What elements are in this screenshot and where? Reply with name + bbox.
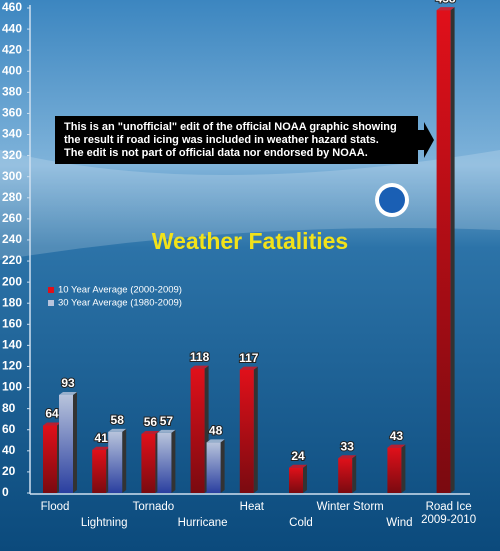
value-label: 93 bbox=[61, 376, 75, 390]
y-tick-label: 400 bbox=[2, 63, 22, 77]
bar-side bbox=[122, 428, 127, 493]
value-label: 118 bbox=[190, 350, 210, 364]
bar-top bbox=[206, 439, 225, 443]
annotation-arrow bbox=[418, 122, 434, 158]
bar-top bbox=[141, 430, 160, 434]
x-tick-label: Cold bbox=[289, 517, 313, 529]
bar bbox=[206, 442, 221, 493]
bar-side bbox=[73, 391, 77, 493]
x-tick-label: Wind bbox=[386, 517, 412, 529]
bar-top bbox=[338, 455, 357, 459]
value-label: 58 bbox=[111, 413, 125, 427]
value-label: 24 bbox=[291, 449, 305, 463]
bar-side bbox=[352, 455, 357, 493]
value-label: 458 bbox=[436, 0, 456, 5]
bar-top bbox=[239, 366, 258, 370]
x-tick-label: Hurricane bbox=[178, 517, 228, 529]
legend-label: 10 Year Average (2000-2009) bbox=[58, 285, 182, 296]
annotation-line: The edit is not part of official data no… bbox=[64, 147, 368, 159]
y-tick-label: 20 bbox=[2, 464, 16, 478]
value-label: 43 bbox=[390, 429, 404, 443]
bar bbox=[387, 447, 402, 493]
annotation-box bbox=[55, 116, 418, 164]
value-label: 41 bbox=[95, 431, 109, 445]
bar bbox=[157, 432, 172, 493]
y-tick-label: 220 bbox=[2, 253, 22, 267]
bar-top bbox=[289, 464, 307, 468]
y-tick-label: 320 bbox=[2, 148, 22, 162]
bar-top bbox=[59, 391, 77, 395]
bar bbox=[59, 394, 73, 493]
bar-top bbox=[92, 446, 111, 450]
y-tick-label: 80 bbox=[2, 401, 16, 415]
bar-side bbox=[220, 439, 225, 493]
y-tick-label: 120 bbox=[2, 359, 22, 373]
bar-top bbox=[436, 7, 455, 11]
y-tick-label: 100 bbox=[2, 380, 22, 394]
bar bbox=[289, 467, 303, 493]
bar-top bbox=[387, 444, 406, 448]
bar-side bbox=[171, 429, 176, 493]
y-tick-label: 300 bbox=[2, 169, 22, 183]
legend-label: 30 Year Average (1980-2009) bbox=[58, 298, 182, 309]
x-tick-label: Road Ice 2009-2010 bbox=[421, 501, 476, 526]
value-label: 117 bbox=[239, 351, 259, 365]
bar bbox=[43, 425, 57, 493]
bar bbox=[338, 458, 353, 493]
y-tick-label: 460 bbox=[2, 0, 22, 14]
y-tick-label: 40 bbox=[2, 443, 16, 457]
y-tick-label: 420 bbox=[2, 42, 22, 56]
value-label: 48 bbox=[209, 424, 223, 438]
bar bbox=[141, 433, 156, 493]
logo-center bbox=[379, 187, 405, 213]
noaa-logo bbox=[375, 183, 409, 217]
y-tick-label: 280 bbox=[2, 190, 22, 204]
value-label: 33 bbox=[341, 439, 355, 453]
y-tick-label: 160 bbox=[2, 316, 22, 330]
value-label: 64 bbox=[45, 407, 59, 421]
bar-side bbox=[253, 366, 258, 493]
y-tick-label: 60 bbox=[2, 422, 16, 436]
x-tick-label: Heat bbox=[240, 501, 265, 513]
x-tick-label: Winter Storm bbox=[317, 501, 384, 513]
bar-top bbox=[108, 428, 127, 432]
bar bbox=[239, 369, 254, 493]
background-swirl bbox=[0, 150, 500, 260]
y-tick-label: 240 bbox=[2, 232, 22, 246]
y-tick-label: 340 bbox=[2, 127, 22, 141]
bar-side bbox=[401, 444, 406, 493]
value-label: 57 bbox=[160, 414, 174, 428]
bar bbox=[190, 368, 205, 493]
x-tick-label: Tornado bbox=[133, 501, 175, 513]
legend-swatch bbox=[48, 287, 54, 293]
annotation: This is an "unofficial" edit of the offi… bbox=[55, 116, 434, 164]
bar bbox=[92, 449, 107, 493]
x-tick-label: Lightning bbox=[81, 517, 128, 529]
bar bbox=[436, 10, 451, 493]
bar-top bbox=[157, 429, 176, 433]
chart-title: Weather Fatalities bbox=[152, 228, 348, 254]
annotation-line: the result if road icing was included in… bbox=[64, 134, 379, 146]
y-tick-label: 180 bbox=[2, 295, 22, 309]
value-label: 56 bbox=[144, 415, 158, 429]
y-tick-label: 0 bbox=[2, 485, 9, 499]
y-tick-label: 360 bbox=[2, 106, 22, 120]
y-tick-label: 260 bbox=[2, 211, 22, 225]
y-tick-label: 380 bbox=[2, 85, 22, 99]
bar bbox=[108, 431, 123, 493]
legend-swatch bbox=[48, 300, 54, 306]
y-tick-label: 440 bbox=[2, 21, 22, 35]
y-tick-label: 200 bbox=[2, 274, 22, 288]
y-tick-label: 140 bbox=[2, 338, 22, 352]
x-tick-label: Flood bbox=[41, 501, 70, 513]
bar-side bbox=[303, 464, 307, 493]
bar-side bbox=[450, 7, 455, 493]
bar-top bbox=[43, 422, 61, 426]
bar-top bbox=[190, 365, 209, 369]
annotation-line: This is an "unofficial" edit of the offi… bbox=[64, 121, 397, 133]
